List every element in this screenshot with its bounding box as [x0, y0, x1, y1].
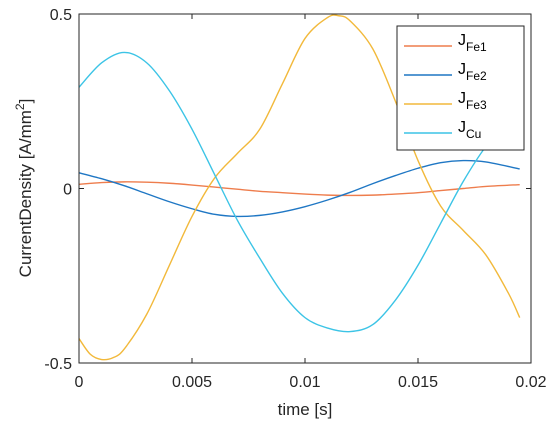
- y-axis-ticks: -0.5 0 0.5: [44, 7, 531, 373]
- legend-label-main: J: [458, 61, 466, 78]
- y-axis-label-superscript: 2: [13, 103, 27, 110]
- legend-label-main: J: [458, 119, 466, 136]
- x-tick-label: 0.005: [172, 374, 212, 391]
- legend-label-fe1: JFe1: [458, 32, 487, 54]
- series-line-fe1: [78, 181, 520, 197]
- y-axis-label-end: ]: [16, 99, 35, 104]
- legend-label-subscript: Fe3: [466, 98, 487, 112]
- series-line-cu: [78, 51, 521, 333]
- legend-label-fe2: JFe2: [458, 61, 487, 83]
- x-axis-label: time [s]: [278, 400, 333, 419]
- x-tick-label: 0.02: [515, 374, 546, 391]
- series-line-fe2: [78, 159, 520, 218]
- y-tick-label: 0: [63, 182, 72, 199]
- y-axis-label-main: CurrentDensity [A/mm: [16, 110, 35, 277]
- legend-label-subscript: Fe1: [466, 40, 487, 54]
- y-tick-label: 0.5: [50, 7, 72, 24]
- legend-label-subscript: Fe2: [466, 69, 487, 83]
- legend-label-main: J: [458, 90, 466, 107]
- x-tick-label: 0: [75, 374, 84, 391]
- x-tick-label: 0.01: [289, 374, 320, 391]
- y-tick-label: -0.5: [44, 356, 72, 373]
- legend-label-main: J: [458, 32, 466, 49]
- series-layer: [78, 14, 521, 361]
- legend-label-subscript: Cu: [466, 127, 481, 141]
- legend-label-fe3: JFe3: [458, 90, 487, 112]
- x-tick-label: 0.015: [398, 374, 438, 391]
- y-axis-label: CurrentDensity [A/mm2]: [13, 99, 35, 278]
- x-axis-ticks: 0 0.005 0.01 0.015 0.02: [75, 14, 547, 391]
- legend-label-cu: JCu: [458, 119, 481, 141]
- series-line-fe3: [78, 14, 521, 361]
